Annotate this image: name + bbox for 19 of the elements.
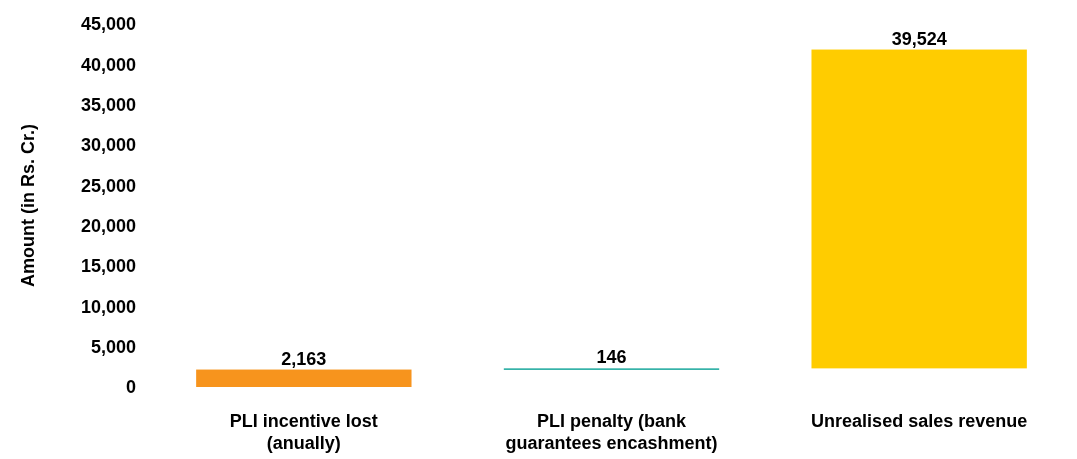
y-tick-label: 45,000: [80, 14, 136, 35]
bar: [196, 369, 412, 387]
y-tick-label: 25,000: [80, 175, 136, 196]
x-tick-label: PLI penalty (bank guarantees encashment): [505, 411, 718, 453]
y-tick-label: 0: [125, 377, 136, 398]
data-label: 2,163: [281, 348, 327, 369]
x-tick-label: PLI incentive lost (anually): [229, 411, 378, 453]
y-tick-label: 40,000: [80, 54, 136, 75]
y-tick-label: 10,000: [80, 296, 136, 317]
y-tick-label: 5,000: [90, 336, 136, 357]
bar: [811, 49, 1027, 369]
y-tick-label: 35,000: [80, 94, 136, 115]
y-tick-label: 15,000: [80, 256, 136, 277]
y-axis-title: Amount (in Rs. Cr.): [18, 124, 38, 287]
y-tick-label: 30,000: [80, 135, 136, 156]
y-tick-label: 20,000: [80, 215, 136, 236]
data-label: 39,524: [891, 28, 947, 49]
x-tick-label: Unrealised sales revenue: [811, 411, 1028, 431]
data-label: 146: [596, 347, 627, 368]
